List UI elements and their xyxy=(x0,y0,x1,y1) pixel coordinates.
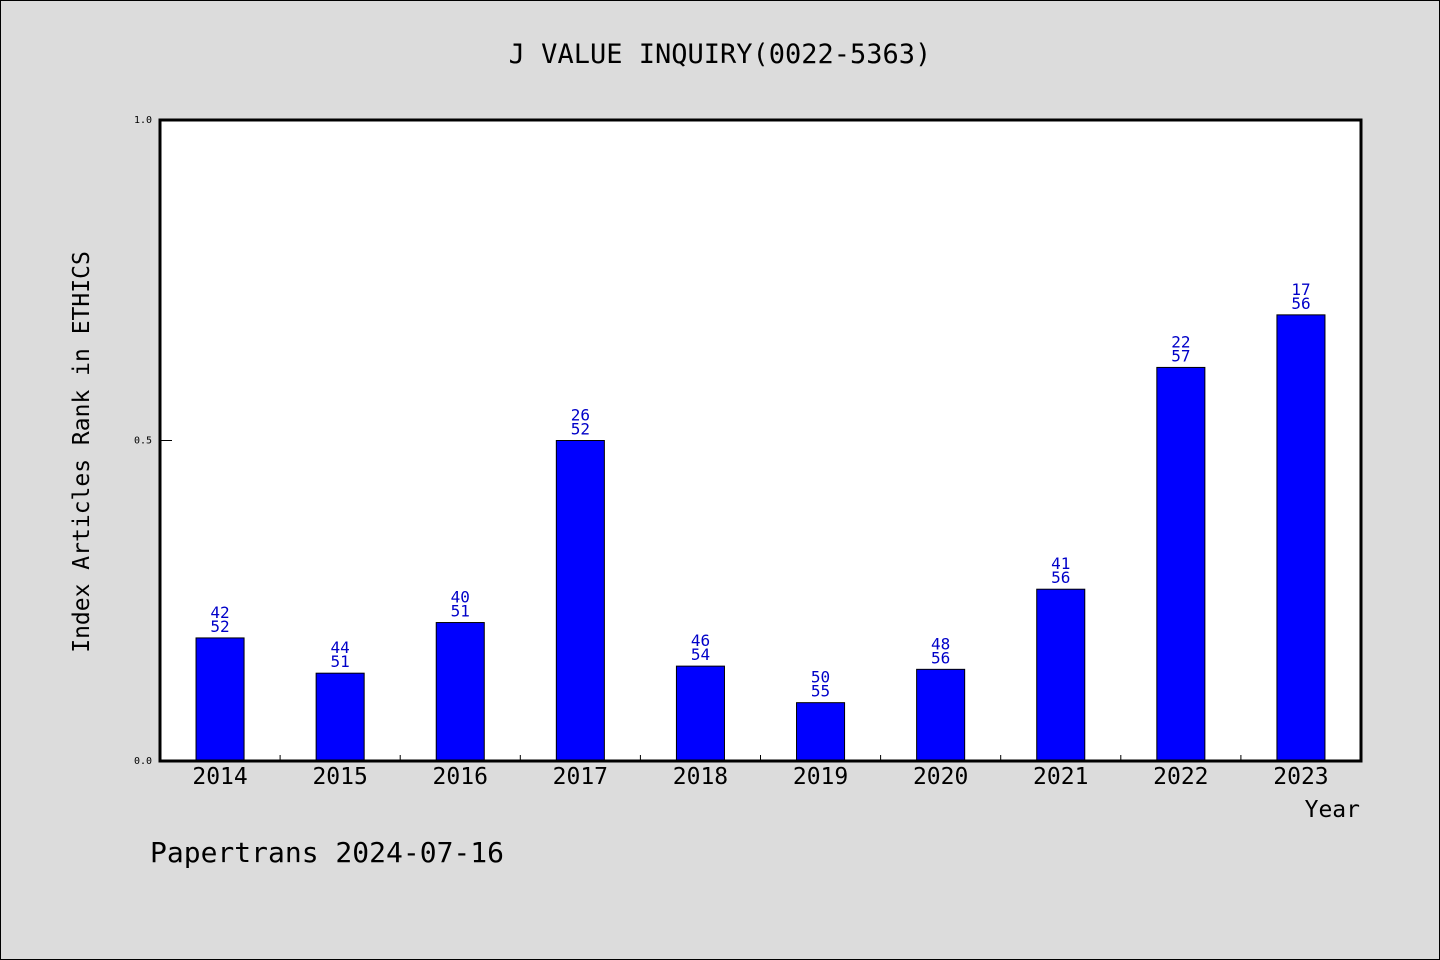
bar-rank-label-2021: 41 xyxy=(1051,554,1070,573)
bar-total-label-2014: 52 xyxy=(210,617,229,636)
y-axis-label: Index Articles Rank in ETHICS xyxy=(69,251,95,653)
bars-group xyxy=(195,314,1326,762)
x-tick-label-2016: 2016 xyxy=(433,764,488,790)
bar-rank-label-2015: 44 xyxy=(331,638,350,657)
bar-2019 xyxy=(796,702,846,762)
bar-2014 xyxy=(195,637,245,762)
x-tick-label-2018: 2018 xyxy=(673,764,728,790)
x-tick-label-2015: 2015 xyxy=(312,764,367,790)
bar-2017 xyxy=(555,440,605,762)
bar-rank-label-2020: 48 xyxy=(931,634,950,653)
plot-border xyxy=(158,118,1363,763)
bar-2021 xyxy=(1036,588,1086,762)
x-tick-label-2014: 2014 xyxy=(192,764,247,790)
bar-total-label-2016: 51 xyxy=(451,602,470,621)
bar-2020 xyxy=(916,668,966,762)
y-tick-label-0.0: 0.0 xyxy=(134,756,152,767)
x-tick-label-2023: 2023 xyxy=(1273,764,1328,790)
bar-2015 xyxy=(315,672,365,762)
bar-rank-label-2019: 50 xyxy=(811,668,830,687)
y-tick-label-1.0: 1.0 xyxy=(134,115,152,126)
y-tick-label-0.5: 0.5 xyxy=(134,436,152,447)
bar-total-label-2023: 56 xyxy=(1291,294,1310,313)
bar-2022 xyxy=(1156,366,1206,762)
bar-rank-label-2016: 40 xyxy=(451,588,470,607)
x-axis-ticks: 2014 2015 2016 2017 2018 2019 2020 2021 2022 2023 xyxy=(192,755,1329,790)
x-axis-label: Year xyxy=(1305,797,1360,823)
bar-total-label-2018: 54 xyxy=(691,645,710,664)
bar-2018 xyxy=(675,665,725,762)
chart-title: J VALUE INQUIRY(0022-5363) xyxy=(509,39,932,70)
bar-total-label-2022: 57 xyxy=(1171,346,1190,365)
bar-total-label-2021: 56 xyxy=(1051,568,1070,587)
bar-2023 xyxy=(1276,314,1326,762)
x-tick-label-2017: 2017 xyxy=(553,764,608,790)
bar-total-label-2017: 52 xyxy=(571,420,590,439)
bar-total-label-2019: 55 xyxy=(811,682,830,701)
bar-rank-label-2018: 46 xyxy=(691,631,710,650)
bar-total-label-2020: 56 xyxy=(931,648,950,667)
x-tick-label-2022: 2022 xyxy=(1153,764,1208,790)
bar-total-label-2015: 51 xyxy=(331,652,350,671)
bar-rank-label-2022: 22 xyxy=(1171,332,1190,351)
bar-rank-label-2023: 17 xyxy=(1291,280,1310,299)
bar-rank-label-2017: 26 xyxy=(571,406,590,425)
bar-rank-label-2014: 42 xyxy=(210,603,229,622)
footer-credit: Papertrans 2024-07-16 xyxy=(150,836,504,869)
x-tick-label-2019: 2019 xyxy=(793,764,848,790)
x-tick-label-2020: 2020 xyxy=(913,764,968,790)
x-tick-label-2021: 2021 xyxy=(1033,764,1088,790)
bar-2016 xyxy=(435,622,485,762)
